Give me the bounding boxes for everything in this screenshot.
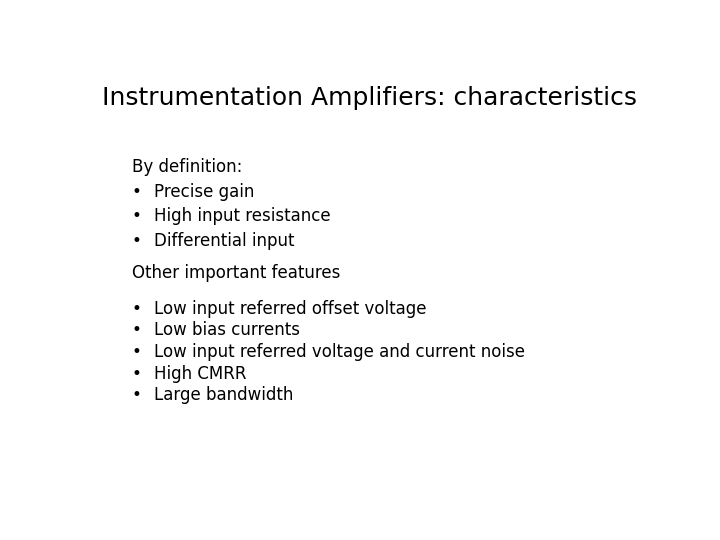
Text: •: •: [132, 343, 142, 361]
Text: •: •: [132, 364, 142, 383]
Text: High CMRR: High CMRR: [154, 364, 247, 383]
Text: Instrumentation Amplifiers: characteristics: Instrumentation Amplifiers: characterist…: [102, 85, 636, 110]
Text: •: •: [132, 300, 142, 318]
Text: Differential input: Differential input: [154, 232, 294, 249]
Text: Low input referred voltage and current noise: Low input referred voltage and current n…: [154, 343, 525, 361]
Text: •: •: [132, 386, 142, 404]
Text: Precise gain: Precise gain: [154, 183, 255, 201]
Text: Other important features: Other important features: [132, 265, 341, 282]
Text: Low input referred offset voltage: Low input referred offset voltage: [154, 300, 427, 318]
Text: •: •: [132, 232, 142, 249]
Text: •: •: [132, 321, 142, 339]
Text: •: •: [132, 183, 142, 201]
Text: •: •: [132, 207, 142, 225]
Text: High input resistance: High input resistance: [154, 207, 330, 225]
Text: By definition:: By definition:: [132, 158, 242, 177]
Text: Large bandwidth: Large bandwidth: [154, 386, 294, 404]
Text: Low bias currents: Low bias currents: [154, 321, 300, 339]
